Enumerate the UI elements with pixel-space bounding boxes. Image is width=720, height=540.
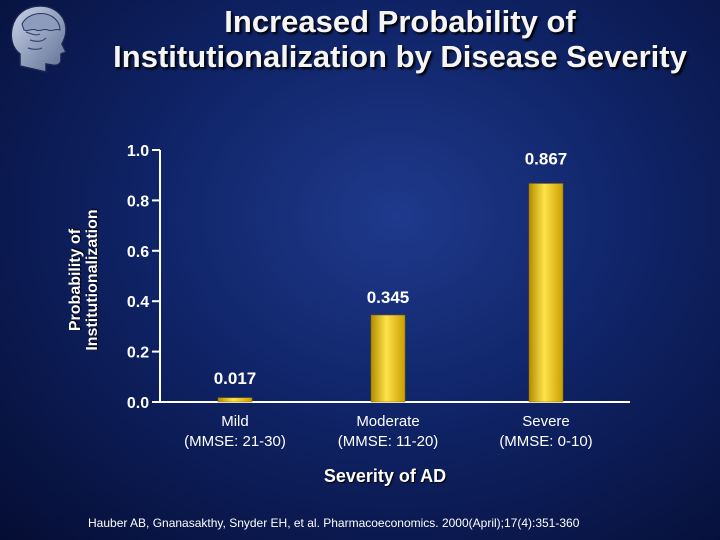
x-axis-label: Severity of AD — [323, 466, 447, 486]
x-tick-label: Severe — [522, 413, 570, 430]
bar — [370, 314, 406, 403]
x-tick-label: (MMSE: 21-30) — [184, 433, 286, 450]
head-profile-icon — [10, 5, 68, 73]
y-tick-label: 0.6 — [127, 244, 149, 261]
chart-title: Increased Probability of Institutionaliz… — [80, 4, 720, 74]
data-label: 0.867 — [525, 150, 568, 169]
y-tick-label: 0.0 — [127, 395, 149, 412]
x-tick-label: (MMSE: 11-20) — [338, 433, 439, 450]
y-tick-label: 0.4 — [127, 294, 149, 311]
y-tick-label: 0.2 — [127, 345, 149, 362]
data-label: 0.345 — [367, 288, 410, 307]
title-line-2: Institutionalization by Disease Severity — [113, 39, 687, 74]
data-label: 0.017 — [214, 369, 257, 388]
y-tick-label: 1.0 — [127, 143, 149, 160]
citation: Hauber AB, Gnanasakthy, Snyder EH, et al… — [88, 516, 580, 530]
bar — [528, 183, 564, 403]
x-tick-label: Mild — [221, 413, 249, 430]
y-tick-label: 0.8 — [127, 193, 149, 210]
x-tick-label: Moderate — [356, 413, 419, 430]
bar — [217, 397, 253, 403]
title-line-1: Increased Probability of — [224, 4, 576, 39]
x-tick-label: (MMSE: 0-10) — [499, 433, 592, 450]
